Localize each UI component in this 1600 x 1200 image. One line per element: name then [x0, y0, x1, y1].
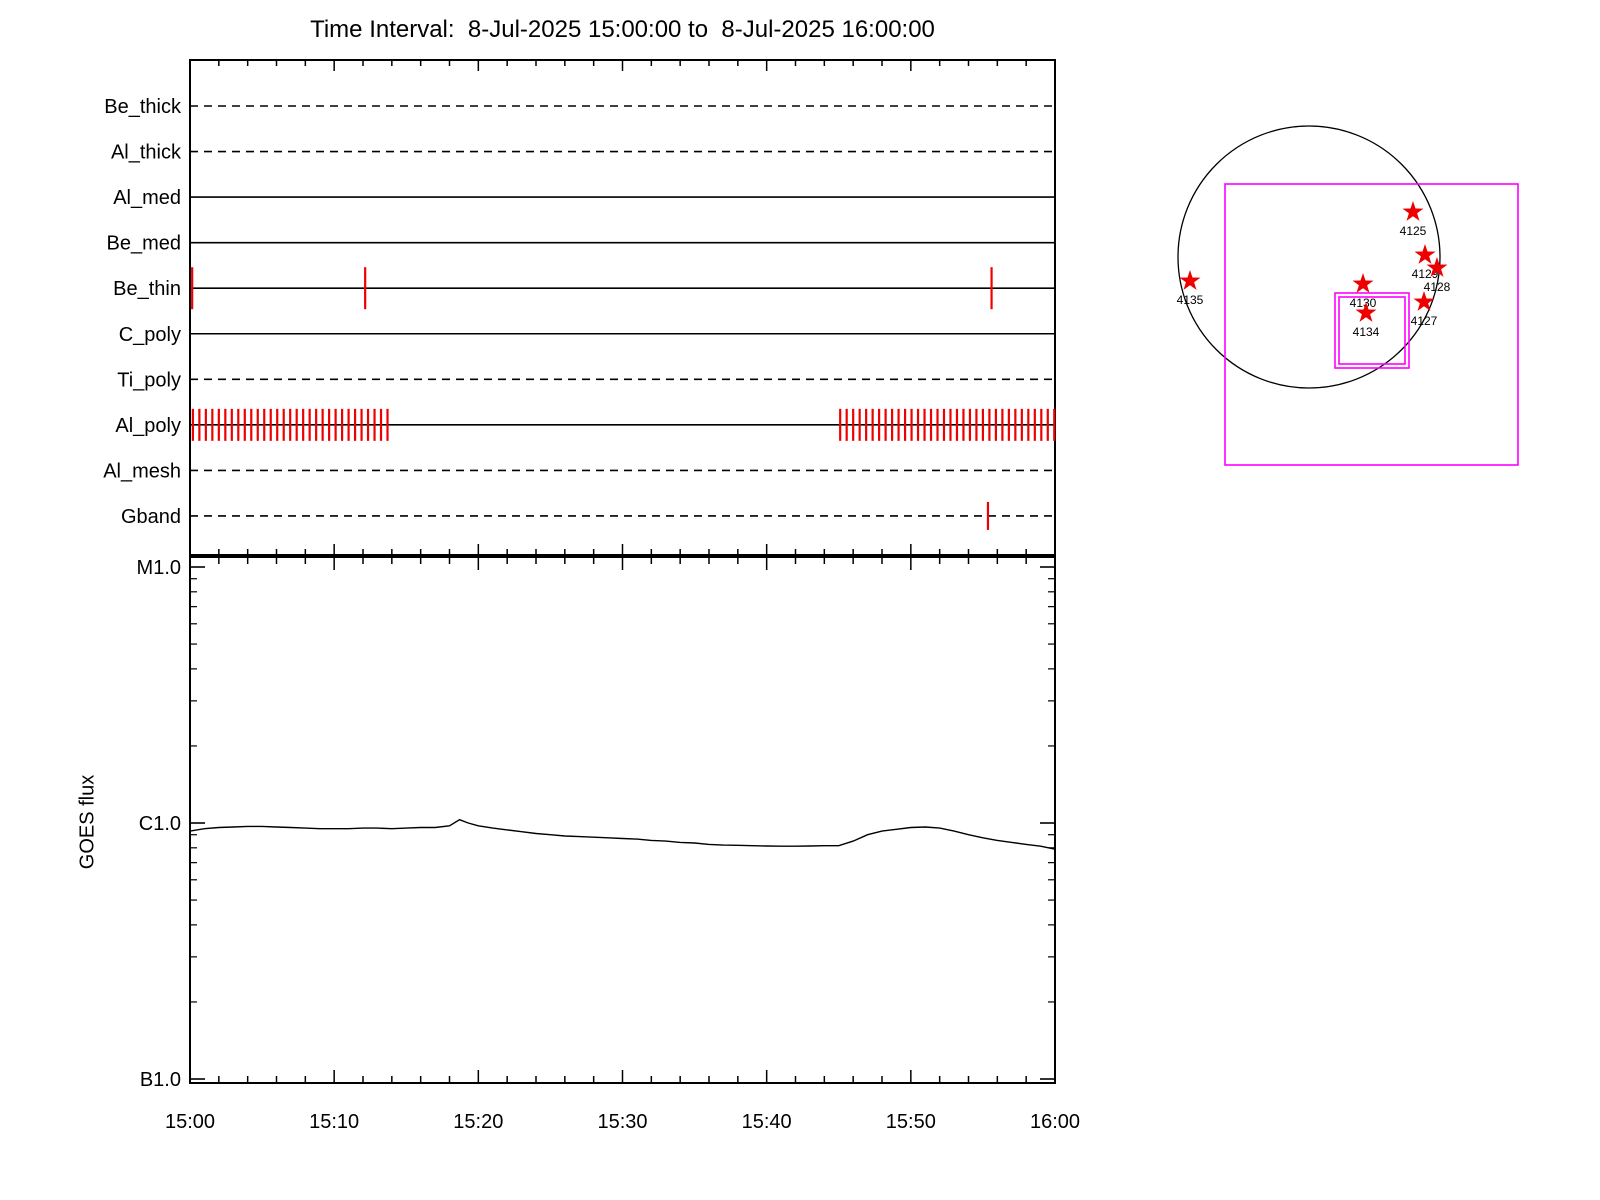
filter-label-Al_mesh: Al_mesh: [103, 460, 181, 482]
filter-label-C_poly: C_poly: [119, 324, 181, 346]
goes-xtick-label: 15:50: [886, 1111, 936, 1133]
filter-label-Gband: Gband: [121, 506, 181, 528]
goes-xtick-label: 15:40: [742, 1111, 792, 1133]
active-region-label-4129: 4129: [1412, 267, 1439, 281]
goes-xtick-label: 15:30: [597, 1111, 647, 1133]
filter-label-Be_thick: Be_thick: [104, 96, 182, 118]
goes-xtick-label: 16:00: [1030, 1111, 1080, 1133]
active-region-label-4127: 4127: [1411, 314, 1438, 328]
filter-label-Be_med: Be_med: [107, 233, 182, 255]
time-interval-title: Time Interval: 8-Jul-2025 15:00:00 to 8-…: [310, 16, 935, 43]
filter-label-Al_poly: Al_poly: [115, 415, 181, 437]
goes-xtick-label: 15:20: [453, 1111, 503, 1133]
active-region-label-4135: 4135: [1177, 293, 1204, 307]
filter-label-Al_thick: Al_thick: [111, 142, 182, 164]
active-region-label-4130: 4130: [1350, 296, 1377, 310]
goes-flux-curve: [189, 818, 1056, 850]
filter-label-Al_med: Al_med: [113, 187, 181, 209]
active-region-label-4128: 4128: [1424, 280, 1451, 294]
goes-border: [189, 556, 1056, 1084]
active-region-label-4134: 4134: [1353, 325, 1380, 339]
fov-box-2: [1338, 296, 1406, 365]
filter-timeline-panel: Be_thick Al_thick Al_med Be_med Be_thin C_pol…: [103, 59, 1056, 556]
active-region-label-4125: 4125: [1400, 224, 1427, 238]
fov-box-0: [1224, 183, 1519, 466]
active-region-star-4125: [1402, 201, 1424, 221]
goes-ytick-label: M1.0: [137, 557, 181, 579]
active-region-star-4129: [1414, 244, 1436, 264]
timeline-border: [189, 59, 1056, 556]
goes-xtick-label: 15:00: [165, 1111, 215, 1133]
goes-ytick-label: B1.0: [140, 1069, 181, 1091]
goes-flux-panel: M1.0 C1.0 B1.0 15:00 15:10 15:20 15:30 15:40 15:…: [137, 556, 1080, 1133]
solar-limb: [1177, 125, 1441, 389]
goes-ytick-label: C1.0: [139, 813, 181, 835]
goes-xtick-label: 15:10: [309, 1111, 359, 1133]
active-region-star-4135: [1179, 270, 1201, 290]
active-region-star-4134: [1355, 302, 1377, 322]
filter-label-Ti_poly: Ti_poly: [117, 369, 181, 391]
filter-label-Be_thin: Be_thin: [113, 278, 181, 300]
active-region-star-4128: [1426, 257, 1448, 277]
active-region-star-4127: [1413, 291, 1435, 311]
active-region-star-4130: [1352, 273, 1374, 293]
fov-box-1: [1334, 292, 1410, 369]
